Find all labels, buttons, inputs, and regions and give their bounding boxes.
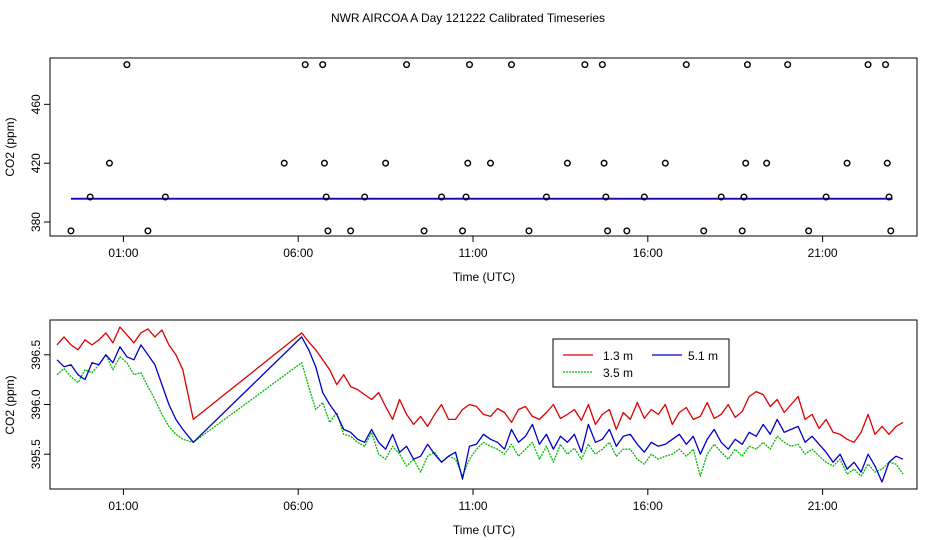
top-data-point-41 — [743, 61, 751, 69]
top-data-point-25 — [542, 193, 550, 201]
top-data-point-31 — [604, 227, 612, 235]
bottom-x-tick-label-0: 01:00 — [108, 499, 138, 513]
top-y-axis-label: CO2 (ppm) — [3, 117, 17, 176]
bottom-x-axis: 01:00 06:00 11:00 16:00 21:00 — [108, 489, 838, 513]
top-data-point-11 — [324, 227, 332, 235]
top-data-point-35 — [682, 61, 690, 69]
legend-entry-5-1m: 5.1 m — [652, 349, 718, 363]
top-data-point-19 — [462, 193, 470, 201]
legend-label-5-1m: 5.1 m — [688, 349, 718, 363]
legend-label-1-3m: 1.3 m — [603, 349, 633, 363]
bottom-series-line-5-1-m — [56, 336, 904, 483]
top-data-point-30 — [602, 193, 610, 201]
top-data-point-23 — [507, 61, 515, 69]
legend-box — [552, 338, 730, 388]
top-data-point-22 — [486, 159, 494, 167]
top-y-tick-label-0: 380 — [29, 212, 43, 232]
top-data-point-45 — [822, 193, 830, 201]
bottom-x-tick-label-3: 16:00 — [633, 499, 663, 513]
top-data-point-48 — [882, 61, 890, 69]
bottom-plot-frame — [49, 319, 918, 490]
bottom-x-tick-label-1: 06:00 — [283, 499, 313, 513]
top-data-point-24 — [525, 227, 533, 235]
top-data-point-21 — [466, 61, 474, 69]
top-data-point-7 — [301, 61, 309, 69]
top-data-point-20 — [464, 159, 472, 167]
top-data-point-38 — [738, 227, 746, 235]
top-x-axis: 01:00 06:00 11:00 16:00 21:00 — [108, 236, 838, 260]
figure-title: NWR AIRCOA A Day 121222 Calibrated Times… — [331, 11, 605, 25]
top-data-point-27 — [581, 61, 589, 69]
top-data-point-37 — [717, 193, 725, 201]
top-data-point-26 — [563, 159, 571, 167]
bottom-y-axis: 395.5 396.0 396.5 — [29, 339, 50, 469]
top-data-point-5 — [161, 193, 169, 201]
top-data-point-8 — [319, 61, 327, 69]
bottom-panel: 01:00 06:00 11:00 16:00 21:00 395.5 396.0 396.… — [3, 319, 918, 537]
top-x-tick-label-3: 16:00 — [633, 246, 663, 260]
top-data-point-16 — [420, 227, 428, 235]
top-x-tick-label-2: 11:00 — [458, 246, 487, 260]
top-data-point-1 — [86, 193, 94, 201]
legend-entry-3-5m: 3.5 m — [563, 366, 633, 380]
top-data-point-28 — [598, 61, 606, 69]
top-scatter-points — [67, 61, 895, 235]
bottom-y-tick-label-0: 395.5 — [29, 439, 43, 469]
legend-entry-1-3m: 1.3 m — [563, 349, 633, 363]
bottom-series-lines — [56, 326, 904, 483]
top-panel: 01:00 06:00 11:00 16:00 21:00 380 420 460 Time… — [3, 57, 918, 284]
top-series-lines — [70, 197, 893, 200]
top-data-point-44 — [805, 227, 813, 235]
legend-label-3-5m: 3.5 m — [603, 366, 633, 380]
top-data-point-40 — [742, 159, 750, 167]
top-data-point-13 — [361, 193, 369, 201]
top-data-point-51 — [887, 227, 895, 235]
bottom-x-tick-label-4: 21:00 — [808, 499, 838, 513]
top-data-point-49 — [883, 159, 891, 167]
top-data-point-50 — [885, 193, 893, 201]
top-plot-frame — [49, 57, 918, 237]
top-data-point-4 — [144, 227, 152, 235]
top-data-point-43 — [784, 61, 792, 69]
top-data-point-29 — [600, 159, 608, 167]
top-x-tick-label-4: 21:00 — [808, 246, 838, 260]
top-data-point-12 — [347, 227, 355, 235]
top-y-tick-label-1: 420 — [29, 153, 43, 173]
bottom-y-axis-label: CO2 (ppm) — [3, 375, 17, 434]
bottom-x-axis-label: Time (UTC) — [453, 523, 515, 537]
top-data-point-17 — [438, 193, 446, 201]
top-data-point-9 — [320, 159, 328, 167]
bottom-y-tick-label-2: 396.5 — [29, 339, 43, 369]
top-data-point-34 — [661, 159, 669, 167]
top-data-point-46 — [843, 159, 851, 167]
top-data-point-33 — [640, 193, 648, 201]
top-data-point-6 — [280, 159, 288, 167]
bottom-y-tick-label-1: 396.0 — [29, 389, 43, 419]
bottom-x-tick-label-2: 11:00 — [458, 499, 487, 513]
top-data-point-3 — [123, 61, 131, 69]
top-x-axis-label: Time (UTC) — [453, 270, 515, 284]
top-data-point-15 — [403, 61, 411, 69]
top-data-point-0 — [67, 227, 75, 235]
top-data-point-36 — [700, 227, 708, 235]
top-data-point-32 — [623, 227, 631, 235]
bottom-series-line-1-3-m — [56, 326, 904, 443]
legend: 1.3 m 5.1 m 3.5 m — [552, 338, 730, 388]
bottom-series-line-3-5-m — [56, 354, 904, 477]
top-y-tick-label-2: 460 — [29, 94, 43, 114]
top-x-tick-label-0: 01:00 — [108, 246, 138, 260]
top-data-point-47 — [864, 61, 872, 69]
top-data-point-14 — [382, 159, 390, 167]
top-data-point-2 — [105, 159, 113, 167]
top-data-point-39 — [740, 193, 748, 201]
top-data-point-10 — [322, 193, 330, 201]
top-data-point-42 — [763, 159, 771, 167]
top-x-tick-label-1: 06:00 — [283, 246, 313, 260]
top-data-point-18 — [459, 227, 467, 235]
top-y-axis: 380 420 460 — [29, 94, 50, 232]
